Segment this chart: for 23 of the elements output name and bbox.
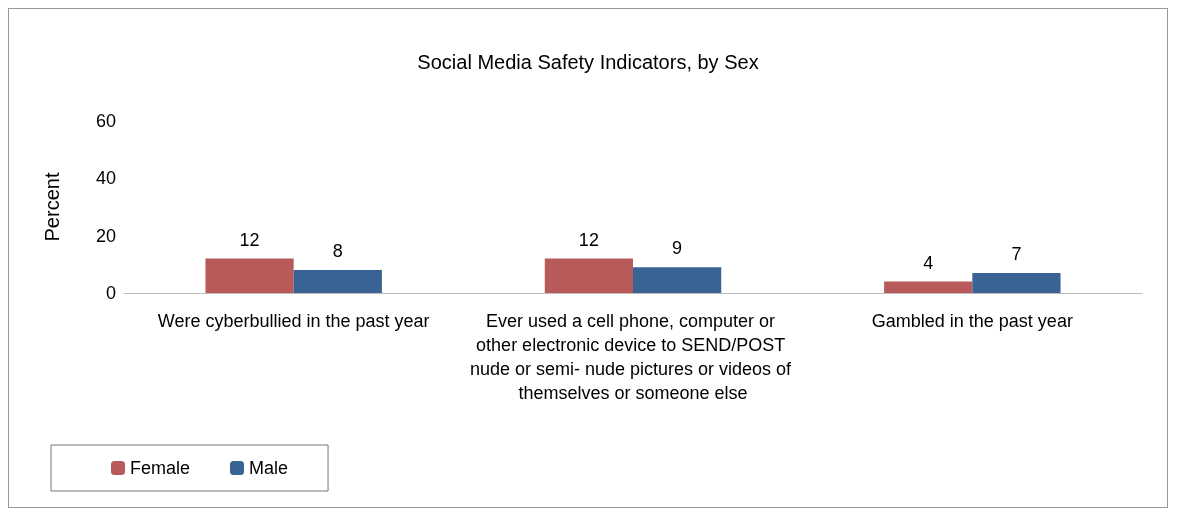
x-tick-label: Ever used a cell phone, computer or other electronic device to SEND/POST nude or semi- nude pictures or videos of themselves or someone else bbox=[469, 311, 797, 403]
y-tick-label: 0 bbox=[105, 283, 116, 303]
bar bbox=[633, 267, 722, 293]
data-label: 7 bbox=[1011, 243, 1022, 264]
legend-label: Female bbox=[130, 458, 191, 478]
data-label: 12 bbox=[578, 229, 599, 250]
y-tick-label: 40 bbox=[95, 168, 116, 189]
bar bbox=[293, 270, 382, 293]
data-label: 8 bbox=[332, 241, 343, 262]
data-label: 4 bbox=[923, 252, 934, 273]
bar bbox=[972, 272, 1061, 293]
chart-title: Social Media Safety Indicators, by Sex bbox=[417, 51, 759, 73]
bar bbox=[544, 258, 633, 293]
x-tick-label: Were cyberbullied in the past year bbox=[157, 311, 430, 331]
y-tick-label: 60 bbox=[95, 111, 116, 131]
data-label: 9 bbox=[672, 238, 683, 259]
legend-label: Male bbox=[249, 458, 289, 478]
data-label: 12 bbox=[239, 229, 260, 250]
y-axis-title: Percent bbox=[41, 172, 63, 242]
bar bbox=[884, 281, 973, 293]
bar bbox=[205, 258, 294, 293]
x-tick-label: Gambled in the past year bbox=[871, 311, 1073, 331]
y-tick-label: 20 bbox=[95, 225, 116, 246]
